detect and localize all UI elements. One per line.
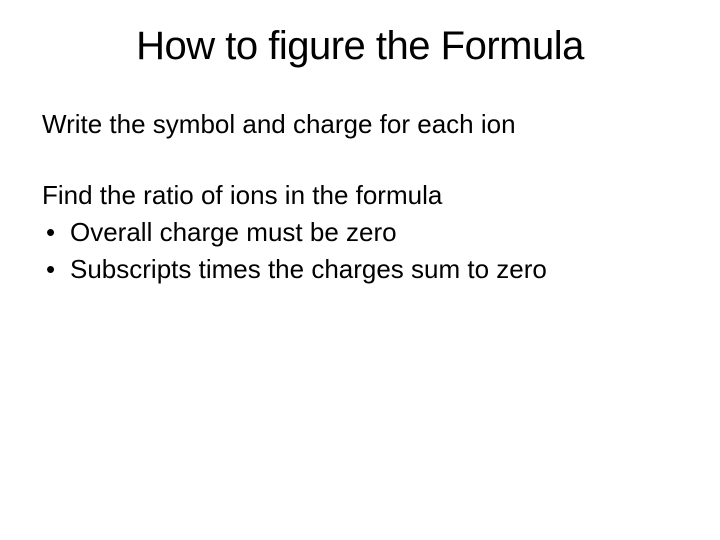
slide-title: How to figure the Formula — [42, 24, 678, 69]
intro-line-2: Find the ratio of ions in the formula — [42, 178, 678, 213]
slide-body: Write the symbol and charge for each ion… — [42, 107, 678, 287]
bullet-item: Subscripts times the charges sum to zero — [42, 252, 678, 287]
bullet-item: Overall charge must be zero — [42, 215, 678, 250]
slide-container: How to figure the Formula Write the symb… — [0, 0, 720, 540]
intro-line-1: Write the symbol and charge for each ion — [42, 107, 678, 142]
